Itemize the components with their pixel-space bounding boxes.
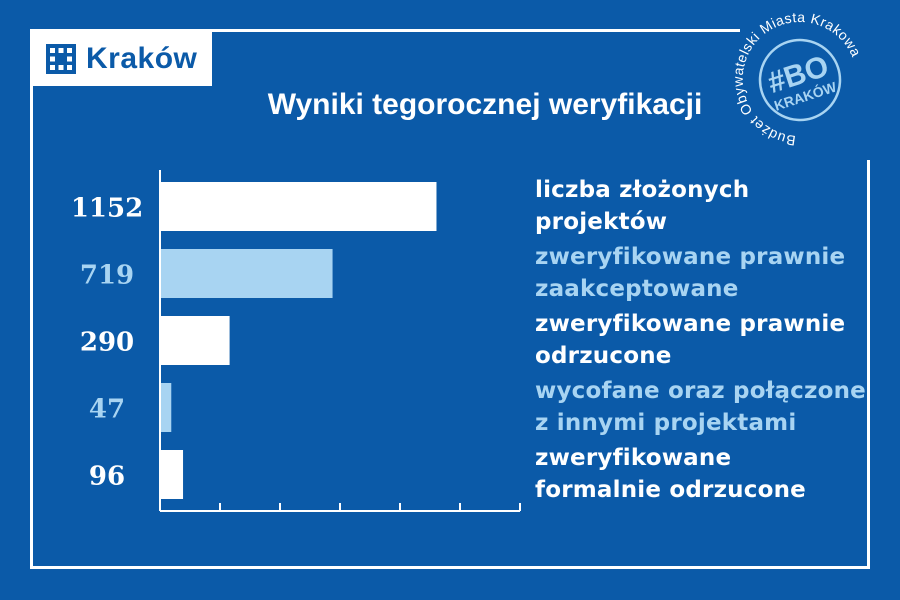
category-label-line: z innymi projektami: [535, 410, 797, 436]
bar-2: [160, 316, 230, 365]
category-label-0: liczba złożonych projektów: [535, 174, 875, 238]
category-label-3: wycofane oraz połączone z innymi projekta…: [535, 375, 875, 439]
category-label-line: wycofane oraz połączone: [535, 378, 866, 404]
value-label-2: 290: [80, 328, 134, 358]
category-label-line: formalnie odrzucone: [535, 477, 806, 503]
value-label-0: 1152: [71, 194, 143, 224]
content-frame: [30, 29, 870, 569]
category-label-line: odrzucone: [535, 343, 672, 369]
bar-4: [160, 450, 184, 499]
category-label-4: zweryfikowane formalnie odrzucone: [535, 442, 875, 506]
krakow-grid-logo-icon: [46, 43, 76, 74]
brand-name: Kraków: [86, 41, 198, 75]
bo-krakow-stamp-icon: Budżet Obywatelski Miasta Krakowa #BO KR…: [735, 8, 865, 158]
value-label-4: 96: [89, 462, 125, 492]
value-label-3: 47: [89, 395, 125, 425]
chart-title: Wyniki tegorocznej weryfikacji: [267, 88, 703, 121]
category-label-line: zaakceptowane: [535, 276, 739, 302]
krakow-logo: Kraków: [32, 31, 212, 86]
category-label-2: zweryfikowane prawnie odrzucone: [535, 308, 875, 372]
category-label-1: zweryfikowane prawnie zaakceptowane: [535, 241, 875, 305]
category-label-line: projektów: [535, 209, 668, 235]
bar-3: [160, 383, 172, 432]
category-label-line: zweryfikowane prawnie: [535, 311, 846, 337]
category-label-line: liczba złożonych: [535, 177, 750, 203]
bar-1: [160, 249, 333, 298]
value-label-1: 719: [80, 261, 134, 291]
bar-0: [160, 182, 437, 231]
category-label-line: zweryfikowane prawnie: [535, 244, 846, 270]
category-label-line: zweryfikowane: [535, 445, 732, 471]
